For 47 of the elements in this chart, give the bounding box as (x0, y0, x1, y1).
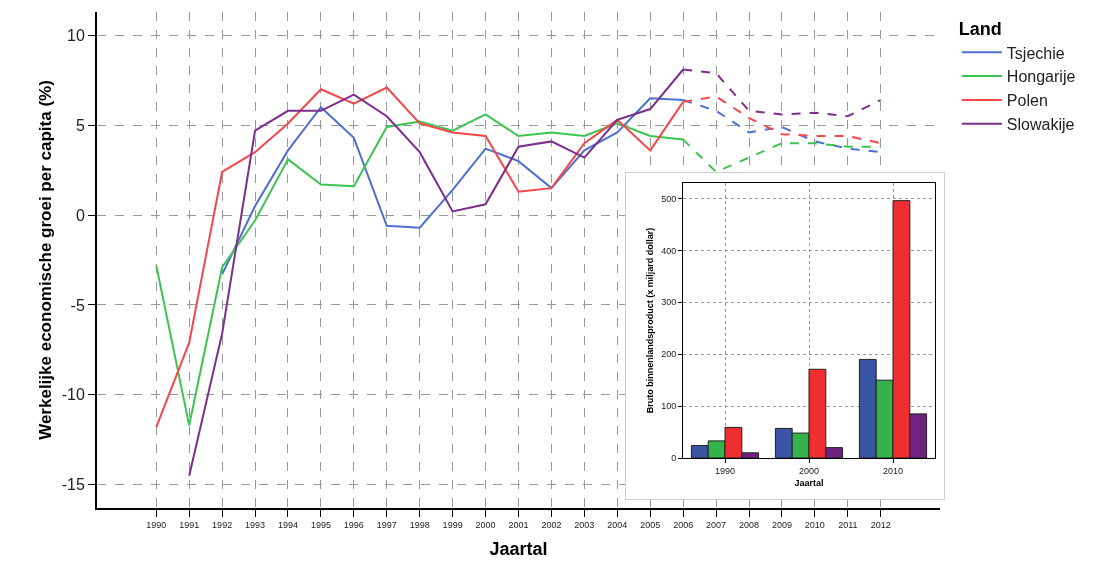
y-tick-label: 10 (67, 26, 85, 44)
x-tick-label: 2001 (508, 519, 529, 530)
x-axis-title: Jaartal (489, 539, 548, 560)
y-tick-label: -5 (70, 296, 85, 314)
y-tick-label: 400 (661, 245, 677, 256)
x-tick-label: 2000 (475, 519, 496, 530)
x-tick-label: 1995 (310, 519, 331, 530)
x-tick-label: 2010 (804, 519, 825, 530)
y-tick-label: -15 (61, 476, 85, 494)
x-tick-label: 2006 (673, 519, 694, 530)
x-tick-label: 1994 (277, 519, 299, 530)
y-tick-label: -10 (61, 386, 85, 404)
x-tick-label: 2010 (882, 465, 904, 476)
y-tick-label: 5 (75, 116, 85, 134)
x-tick-label: 1996 (343, 519, 364, 530)
x-tick-label: 1990 (146, 519, 167, 530)
x-tick-label: 2011 (838, 519, 858, 530)
y-axis-title: Bruto binnenlandsproduct (x miljard dollar) (644, 227, 655, 414)
legend-label: Slowakije (1006, 115, 1075, 133)
y-tick-label: 200 (661, 349, 677, 360)
x-tick-label: 1999 (442, 519, 463, 530)
x-axis-title: Jaartal (794, 477, 824, 488)
x-tick-label: 2009 (771, 519, 792, 530)
x-tick-label: 2002 (541, 519, 562, 530)
y-tick-label: 500 (661, 193, 677, 204)
y-tick-label: 0 (75, 206, 85, 224)
y-tick-label: 300 (661, 297, 677, 308)
legend-label: Tsjechie (1006, 44, 1065, 62)
legend-label: Polen (1006, 92, 1048, 110)
x-tick-label: 2004 (607, 519, 628, 530)
x-tick-label: 1991 (179, 519, 200, 530)
y-tick-label: 100 (661, 401, 677, 412)
x-tick-label: 1998 (409, 519, 430, 530)
x-tick-label: 2012 (870, 519, 891, 530)
legend-title: Land (958, 19, 1002, 40)
x-tick-label: 2008 (738, 519, 760, 530)
legend-label: Hongarije (1006, 68, 1076, 86)
x-tick-label: 1993 (245, 519, 266, 530)
x-tick-label: 2000 (798, 465, 820, 476)
x-tick-label: 2005 (640, 519, 661, 530)
x-tick-label: 1997 (376, 519, 397, 530)
x-tick-label: 1990 (714, 465, 736, 476)
x-tick-label: 1992 (212, 519, 233, 530)
y-axis-title: Werkelijke economische groei per capita (%) (35, 80, 55, 440)
y-tick-label: 0 (671, 453, 677, 464)
x-tick-label: 2007 (706, 519, 727, 530)
x-tick-label: 2003 (574, 519, 595, 530)
